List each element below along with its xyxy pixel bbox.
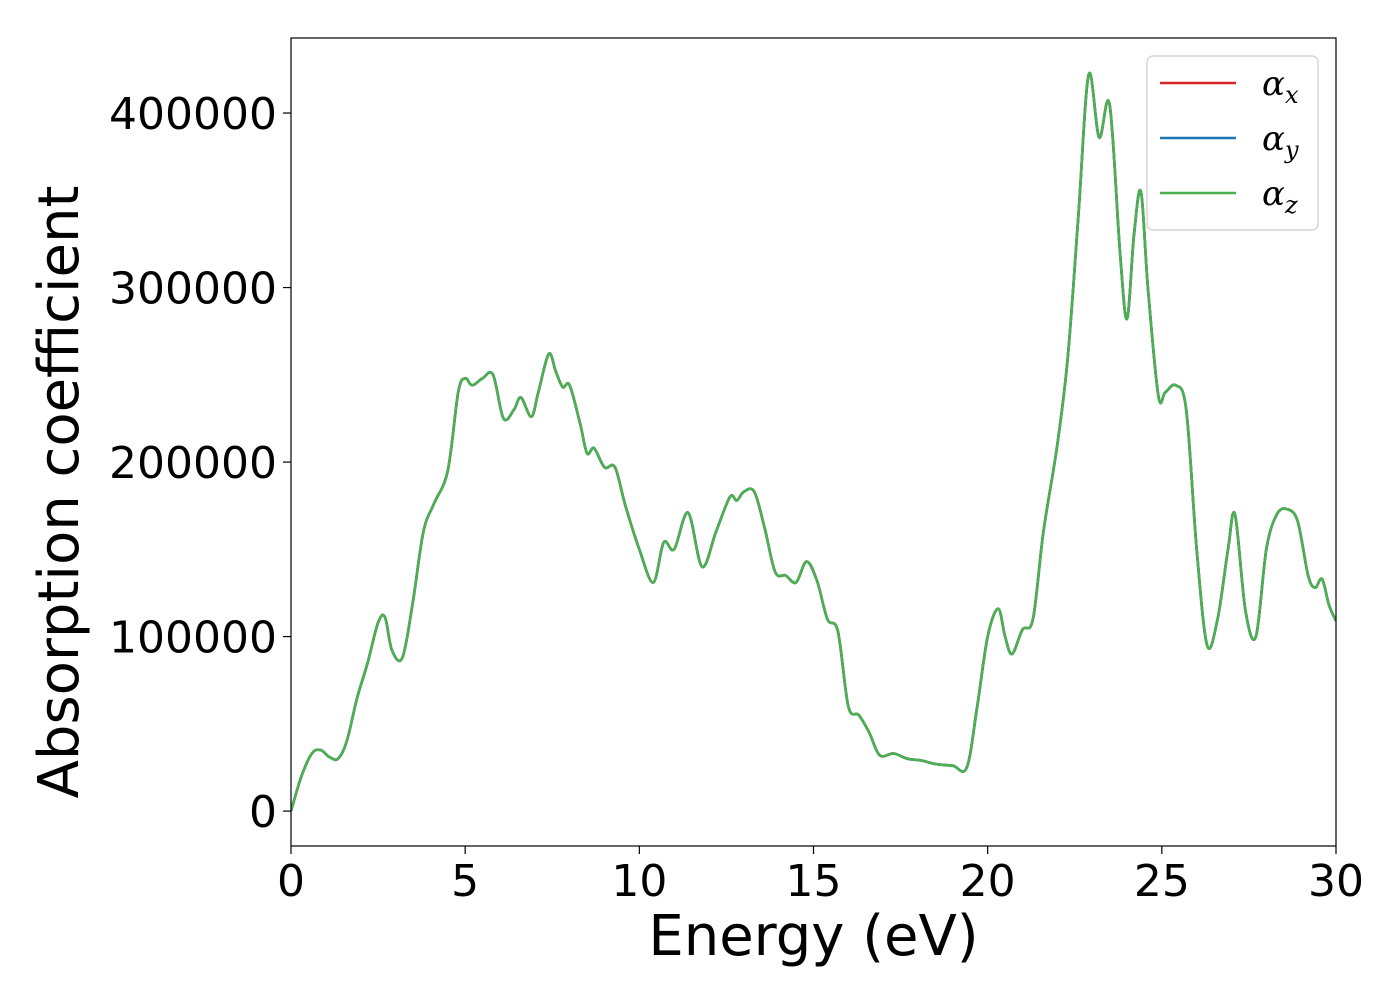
y-tick-label: 100000 <box>109 613 277 664</box>
series-line-alpha-z <box>291 71 1336 812</box>
series-layer <box>291 71 1336 812</box>
y-tick-label: 400000 <box>109 89 277 140</box>
legend-label-alpha-y: αy <box>1262 119 1299 164</box>
x-tick-label: 15 <box>786 856 842 907</box>
y-tick-label: 200000 <box>109 438 277 489</box>
x-tick-label: 25 <box>1134 856 1190 907</box>
legend-box <box>1146 55 1319 231</box>
y-axis-label: Absorption coefficient <box>27 186 92 799</box>
x-tick-label: 30 <box>1308 856 1364 907</box>
y-tick-label: 0 <box>249 787 277 838</box>
x-tick-label: 5 <box>451 856 479 907</box>
x-tick-label: 10 <box>611 856 667 907</box>
y-axis: 0 100000 200000 300000 400000 <box>109 89 291 838</box>
legend-label-alpha-x: αx <box>1262 64 1299 109</box>
x-tick-label: 0 <box>277 856 305 907</box>
y-tick-label: 300000 <box>109 264 277 315</box>
x-axis-label: Energy (eV) <box>648 904 978 969</box>
x-tick-label: 20 <box>960 856 1016 907</box>
x-axis: 0 5 10 15 20 25 30 <box>277 846 1364 907</box>
